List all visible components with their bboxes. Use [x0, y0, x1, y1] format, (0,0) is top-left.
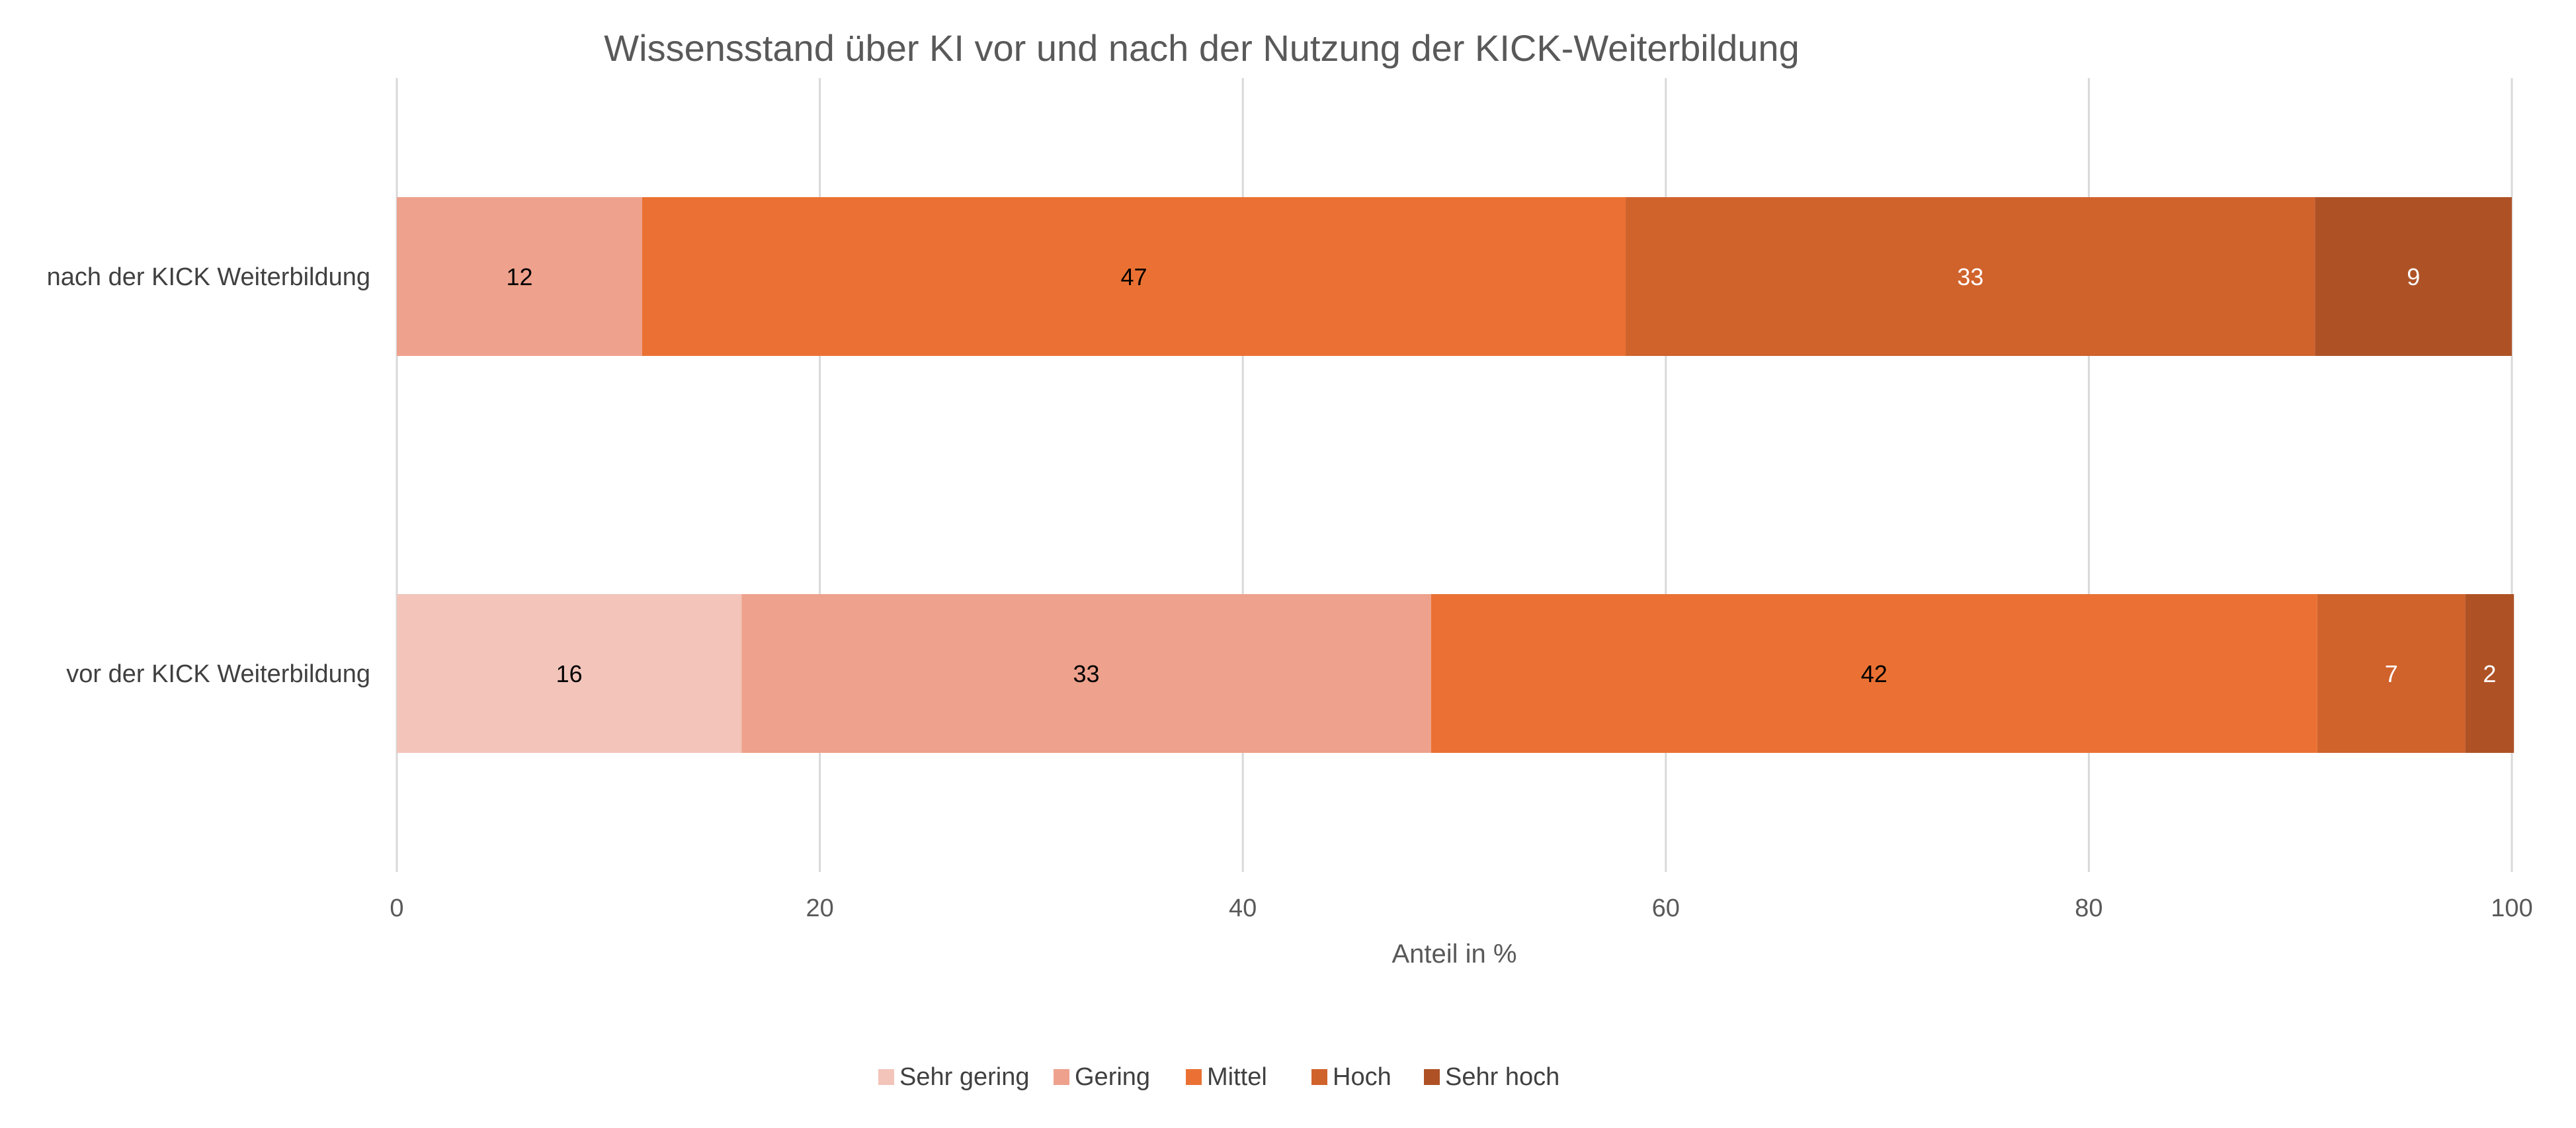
x-tick-label-0: 0 [390, 894, 403, 922]
data-label: 47 [1120, 263, 1147, 290]
legend-label: Sehr gering [899, 1063, 1029, 1091]
data-label: 42 [1861, 660, 1888, 687]
bar-segment [1626, 197, 2315, 356]
legend-swatch [1424, 1069, 1440, 1085]
legend-swatch [1186, 1069, 1202, 1085]
x-axis-title: Anteil in % [1392, 939, 1517, 969]
legend-swatch [1311, 1069, 1327, 1085]
x-tick-label-60: 60 [1652, 894, 1680, 922]
bar-segment [642, 197, 1626, 356]
bar-segment [397, 594, 742, 753]
legend: Sehr gering Gering Mittel Hoch Sehr hoch [878, 1063, 1559, 1091]
data-label: 7 [2385, 660, 2398, 687]
legend-label: Hoch [1333, 1063, 1392, 1091]
legend-swatch [1054, 1069, 1069, 1085]
data-label: 2 [2483, 660, 2496, 687]
x-axis-ticks: 0 20 40 60 80 100 [390, 894, 2532, 922]
bars: 12 47 33 9 16 33 42 7 2 [397, 197, 2514, 753]
bar-segment [1431, 594, 2317, 753]
legend-swatch [878, 1069, 894, 1085]
data-label: 33 [1073, 660, 1100, 687]
x-tick-label-80: 80 [2075, 894, 2102, 922]
bar-segment [397, 197, 642, 356]
bar-segment [2315, 197, 2512, 356]
chart-title: Wissensstand über KI vor und nach der Nu… [604, 27, 1799, 69]
data-label: 16 [556, 660, 583, 687]
legend-label: Mittel [1207, 1063, 1267, 1091]
data-label: 12 [506, 263, 532, 290]
x-tick-label-20: 20 [806, 894, 833, 922]
legend-label: Sehr hoch [1445, 1063, 1559, 1091]
category-label: nach der KICK Weiterbildung [47, 263, 370, 291]
category-labels: nach der KICK Weiterbildung vor der KICK … [47, 263, 370, 688]
bar-segment [2465, 594, 2514, 753]
data-label: 9 [2407, 263, 2420, 290]
legend-label: Gering [1075, 1063, 1150, 1091]
x-tick-label-100: 100 [2491, 894, 2532, 922]
data-label: 33 [1957, 263, 1983, 290]
x-tick-label-40: 40 [1229, 894, 1257, 922]
bar-segment [741, 594, 1431, 753]
category-label: vor der KICK Weiterbildung [66, 660, 370, 688]
bar-segment [2317, 594, 2466, 753]
